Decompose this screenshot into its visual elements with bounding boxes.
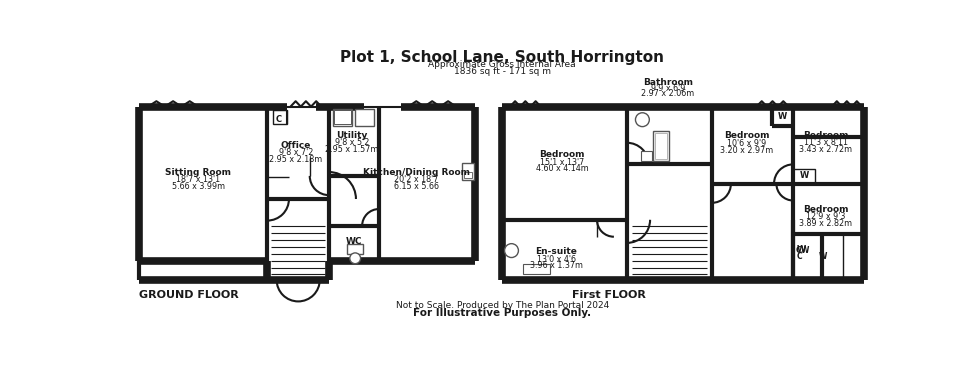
Text: Bathroom: Bathroom xyxy=(643,78,693,87)
Bar xyxy=(333,109,352,126)
Text: 9'8 x 5'2: 9'8 x 5'2 xyxy=(335,138,369,147)
Text: 5.66 x 3.99m: 5.66 x 3.99m xyxy=(172,182,224,191)
Text: 3.20 x 2.97m: 3.20 x 2.97m xyxy=(720,146,774,155)
Text: Office: Office xyxy=(280,141,311,150)
Text: WC: WC xyxy=(345,237,362,246)
Text: 12'9 x 9'3: 12'9 x 9'3 xyxy=(806,212,846,221)
Text: W: W xyxy=(819,252,827,261)
Bar xyxy=(463,163,473,180)
Text: 3.89 x 2.82m: 3.89 x 2.82m xyxy=(799,219,853,228)
Text: 18'7 x 13'1: 18'7 x 13'1 xyxy=(176,175,220,184)
Text: 3.43 x 2.72m: 3.43 x 2.72m xyxy=(799,145,853,154)
Text: W: W xyxy=(801,246,809,255)
Text: 20'2 x 18'7: 20'2 x 18'7 xyxy=(394,175,438,184)
Text: Plot 1, School Lane, South Horrington: Plot 1, School Lane, South Horrington xyxy=(340,50,664,65)
Text: W: W xyxy=(778,112,787,121)
Text: W: W xyxy=(797,244,806,254)
Text: 4.60 x 4.14m: 4.60 x 4.14m xyxy=(536,165,589,174)
Bar xyxy=(794,234,822,280)
Text: First FLOOR: First FLOOR xyxy=(571,290,646,300)
Text: 1836 sq ft - 171 sq m: 1836 sq ft - 171 sq m xyxy=(454,66,551,75)
Text: 2.97 x 2.06m: 2.97 x 2.06m xyxy=(641,89,695,98)
Text: 2.95 x 1.57m: 2.95 x 1.57m xyxy=(325,145,379,154)
Text: C: C xyxy=(797,252,803,261)
Text: 10'6 x 9'9: 10'6 x 9'9 xyxy=(727,139,766,148)
Text: C: C xyxy=(276,115,282,124)
Bar xyxy=(334,111,351,124)
Bar xyxy=(272,111,287,124)
Bar xyxy=(654,131,668,160)
Text: Approximate Gross Internal Area: Approximate Gross Internal Area xyxy=(428,60,576,69)
Bar xyxy=(794,169,815,183)
Bar xyxy=(822,234,843,280)
Bar xyxy=(772,107,794,125)
Text: Bedroom: Bedroom xyxy=(803,130,849,140)
Text: For Illustrative Purposes Only.: For Illustrative Purposes Only. xyxy=(414,308,591,318)
Text: Utility: Utility xyxy=(336,130,368,140)
Text: 9'9 x 6'9: 9'9 x 6'9 xyxy=(651,84,685,93)
Bar xyxy=(355,109,374,126)
Text: 11'3 x 8'11: 11'3 x 8'11 xyxy=(804,138,848,147)
Text: GROUND FLOOR: GROUND FLOOR xyxy=(139,290,238,300)
Text: Bedroom: Bedroom xyxy=(803,204,849,213)
Text: Sitting Room: Sitting Room xyxy=(165,168,231,177)
Bar xyxy=(348,244,363,255)
Text: Bedroom: Bedroom xyxy=(724,131,770,140)
Text: Kitchen/Dining Room: Kitchen/Dining Room xyxy=(363,168,469,177)
Bar xyxy=(523,264,550,274)
Text: W: W xyxy=(800,171,808,180)
Text: Bedroom: Bedroom xyxy=(540,150,585,159)
Bar xyxy=(464,172,472,178)
Circle shape xyxy=(505,244,518,258)
Text: 6.15 x 5.66: 6.15 x 5.66 xyxy=(394,182,438,191)
Text: 13'0 x 4'6: 13'0 x 4'6 xyxy=(537,255,575,264)
Text: 15'1 x 13'7: 15'1 x 13'7 xyxy=(540,158,584,166)
Text: C: C xyxy=(796,246,802,255)
Text: 9'8 x 7'2: 9'8 x 7'2 xyxy=(278,148,313,157)
Text: En-suite: En-suite xyxy=(535,247,577,256)
Bar xyxy=(655,133,667,159)
Circle shape xyxy=(635,113,650,127)
Text: Not to Scale. Produced by The Plan Portal 2024: Not to Scale. Produced by The Plan Porta… xyxy=(396,301,609,310)
Circle shape xyxy=(350,253,361,264)
Text: 3.96 x 1.37m: 3.96 x 1.37m xyxy=(529,261,583,270)
Bar xyxy=(641,151,652,160)
Text: 2.95 x 2.18m: 2.95 x 2.18m xyxy=(270,155,322,164)
